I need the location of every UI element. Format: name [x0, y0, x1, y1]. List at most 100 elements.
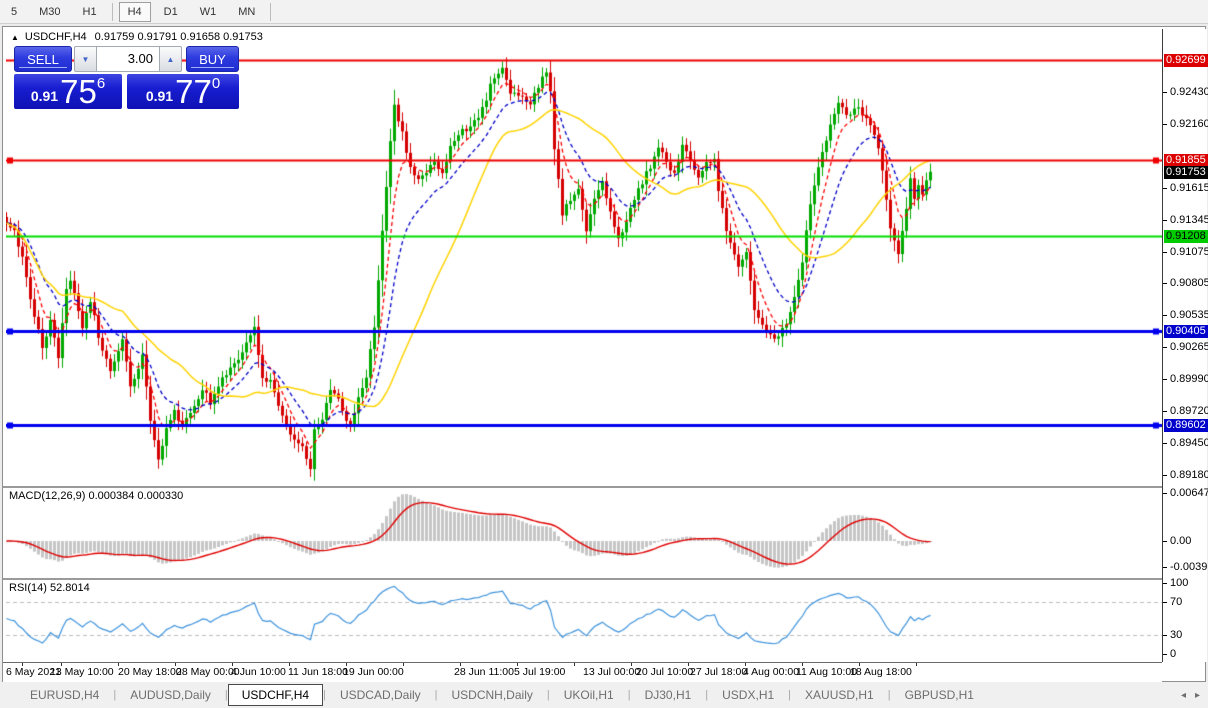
macd-indicator-canvas[interactable] [6, 488, 1162, 578]
level-price-label: 0.90405 [1164, 325, 1208, 338]
time-tick-mark [346, 663, 347, 666]
tab-ukoil-h1[interactable]: UKOil,H1 [563, 688, 614, 702]
macd-tick-label: 0.00647 [1170, 487, 1208, 499]
time-tick-label: 27 Jul 18:00 [690, 666, 748, 678]
price-tick-mark [1163, 188, 1167, 189]
one-click-trade-panel: SELL ▼ 3.00 ▲ BUY 0.91 75 [14, 46, 242, 109]
price-axis[interactable]: 0.92430 0.92160 0.91615 0.91345 0.91075 0.908… [1162, 29, 1208, 662]
time-tick-label: 4 Jun 10:00 [231, 666, 286, 678]
tab-xauusd-h1[interactable]: XAUUSD,H1 [805, 688, 874, 702]
tab-eurusd-h4[interactable]: EURUSD,H4 [30, 688, 100, 702]
rsi-tick-mark [1163, 583, 1167, 584]
tab-divider: | [627, 689, 631, 701]
price-tick-label: 0.91615 [1170, 182, 1208, 194]
time-tick-label: 19 Jun 00:00 [343, 666, 404, 678]
time-axis[interactable]: 6 May 2021 13 May 10:00 20 May 18:00 28 May… [3, 663, 1162, 683]
price-tick-mark [1163, 283, 1167, 284]
price-tick-label: 0.89450 [1170, 437, 1208, 449]
price-tick-mark [1163, 443, 1167, 444]
tab-dj30-h1[interactable]: DJ30,H1 [644, 688, 692, 702]
sell-button-underline [18, 67, 68, 68]
ask-price-pipette: 0 [211, 75, 221, 92]
panel-separator[interactable] [3, 486, 1162, 488]
price-tick-label: 0.90265 [1170, 341, 1208, 353]
collapse-arrow-icon[interactable]: ▲ [11, 33, 19, 42]
tabs-scroll-left-icon[interactable]: ◂ [1180, 689, 1186, 701]
tab-divider: | [546, 689, 550, 701]
price-tick-label: 0.89720 [1170, 405, 1208, 417]
price-tick-mark [1163, 220, 1167, 221]
bid-price-prefix: 0.91 [30, 88, 59, 104]
time-tick-mark [175, 663, 176, 666]
tab-divider: | [705, 689, 709, 701]
bid-price-box[interactable]: 0.91 75 6 [14, 74, 122, 109]
timeframe-button-m30[interactable]: M30 [39, 5, 61, 18]
rsi-tick-label: 100 [1170, 577, 1189, 589]
price-tick-label: 0.89990 [1170, 373, 1208, 385]
panel-separator[interactable] [3, 578, 1162, 580]
rsi-indicator-canvas[interactable] [6, 580, 1162, 662]
chart-tab-bar: EURUSD,H4 | AUDUSD,Daily | USDCHF,H4 | USDCAD,… [0, 682, 1208, 708]
price-tick-label: 0.89180 [1170, 469, 1208, 481]
xaxis-separator [3, 662, 1162, 663]
price-tick-label: 0.91345 [1170, 214, 1208, 226]
time-tick-label: 4 Aug 00:00 [743, 666, 800, 678]
rsi-tick-mark [1163, 602, 1167, 603]
volume-increase-button[interactable]: ▲ [159, 46, 182, 72]
time-tick-mark [232, 663, 233, 666]
tabs-scroll-right-icon[interactable]: ▸ [1194, 689, 1200, 701]
volume-input[interactable]: 3.00 [97, 46, 159, 72]
ask-price-box[interactable]: 0.91 77 0 [127, 74, 239, 109]
level-price-label: 0.89602 [1164, 419, 1208, 432]
chevron-down-icon: ▼ [81, 54, 90, 64]
buy-button[interactable]: BUY [186, 46, 239, 72]
tab-usdchf-h4[interactable]: USDCHF,H4 [227, 684, 324, 706]
price-tick-mark [1163, 92, 1167, 93]
ask-price-prefix: 0.91 [145, 88, 174, 104]
chevron-up-icon: ▲ [166, 54, 175, 64]
price-tick-mark [1163, 252, 1167, 253]
timeframe-button-h4[interactable]: H4 [118, 1, 151, 22]
rsi-tick-label: 0 [1170, 648, 1177, 660]
timeframe-button-h1[interactable]: H1 [82, 5, 97, 18]
time-tick-label: 13 May 10:00 [50, 666, 114, 678]
rsi-tick-mark [1163, 635, 1167, 636]
buy-button-label: BUY [199, 51, 226, 67]
rsi-tick-label: 70 [1170, 596, 1183, 608]
toolbar-separator [111, 2, 113, 21]
tab-gbpusd-h1[interactable]: GBPUSD,H1 [904, 688, 974, 702]
macd-tick-mark [1163, 493, 1167, 494]
time-tick-mark [61, 663, 62, 666]
tab-audusd-daily[interactable]: AUDUSD,Daily [130, 688, 211, 702]
time-tick-label: 11 Aug 10:00 [796, 666, 858, 678]
price-tick-mark [1163, 379, 1167, 380]
time-tick-mark [688, 663, 689, 666]
tab-divider: | [224, 689, 228, 701]
time-tick-mark [22, 663, 23, 666]
level-price-label: 0.92699 [1164, 54, 1208, 67]
tab-divider: | [788, 689, 792, 701]
price-tick-mark [1163, 411, 1167, 412]
tab-divider: | [323, 689, 326, 701]
time-tick-label: 28 May 00:00 [176, 666, 240, 678]
timeframe-button-5[interactable]: 5 [11, 5, 18, 18]
chart-ohlc-values: 0.91759 0.91791 0.91658 0.91753 [94, 31, 263, 43]
sell-button[interactable]: SELL [14, 46, 72, 72]
timeframe-button-d1[interactable]: D1 [163, 5, 178, 18]
volume-decrease-button[interactable]: ▼ [74, 46, 97, 72]
time-tick-mark [574, 663, 575, 666]
time-tick-mark [289, 663, 290, 666]
time-tick-label: 11 Jun 18:00 [288, 666, 348, 678]
tab-usdcnh-daily[interactable]: USDCNH,Daily [451, 688, 533, 702]
tab-usdcad-daily[interactable]: USDCAD,Daily [339, 688, 421, 702]
price-tick-mark [1163, 315, 1167, 316]
macd-tick-mark [1163, 567, 1167, 568]
price-tick-label: 0.92160 [1170, 118, 1208, 130]
timeframe-button-mn[interactable]: MN [238, 5, 256, 18]
tab-divider: | [113, 689, 117, 701]
timeframe-button-w1[interactable]: W1 [199, 5, 217, 18]
price-tick-mark [1163, 475, 1167, 476]
tab-usdx-h1[interactable]: USDX,H1 [722, 688, 775, 702]
time-tick-label: 28 Jun 11:00 [454, 666, 514, 678]
